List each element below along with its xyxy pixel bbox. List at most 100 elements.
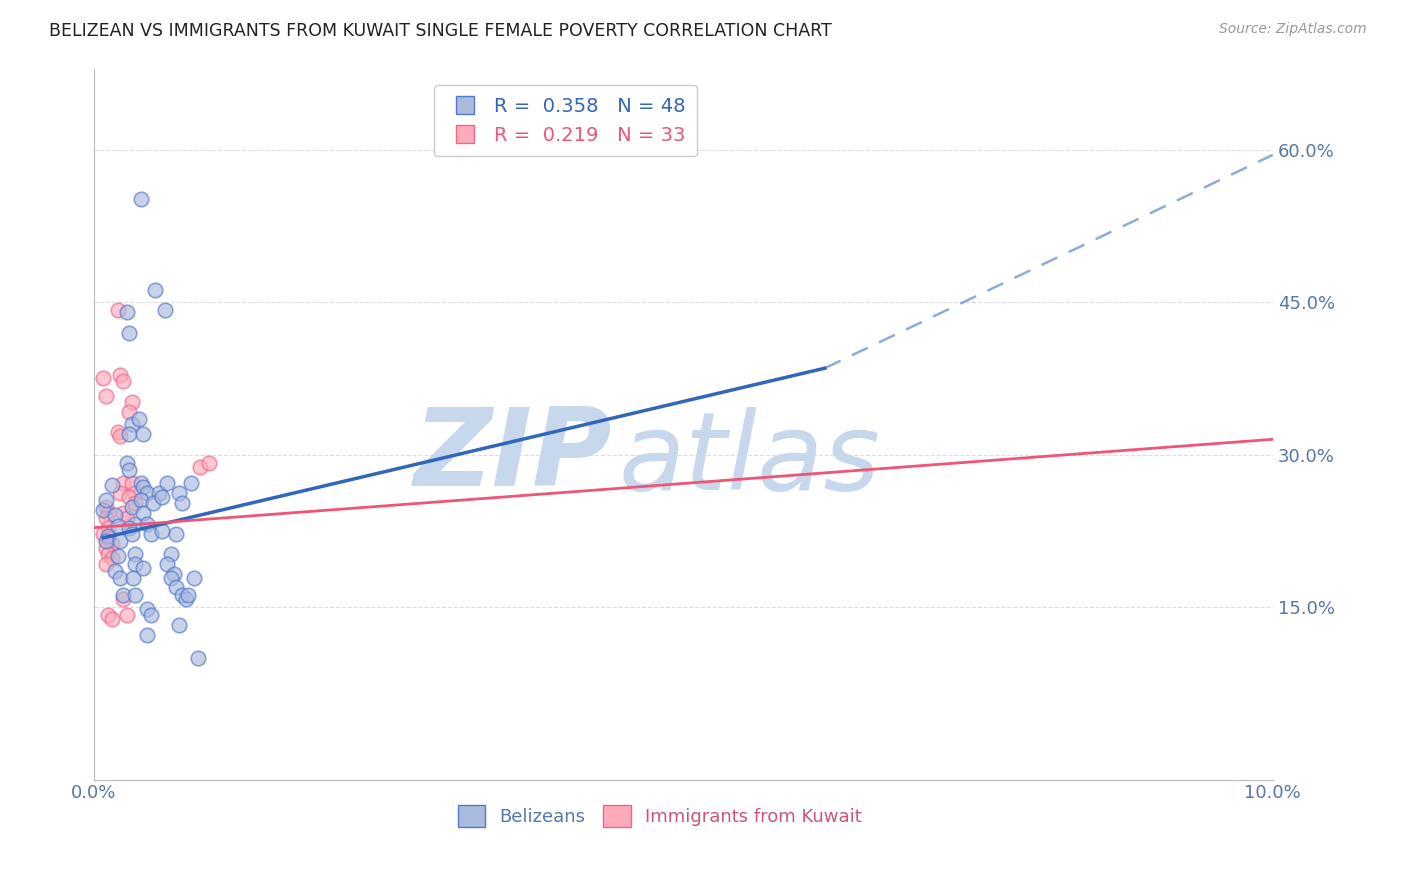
Point	[136, 602, 159, 616]
Point	[93, 526, 115, 541]
Point	[172, 588, 194, 602]
Point	[115, 510, 138, 524]
Point	[112, 591, 135, 606]
Point	[94, 541, 117, 555]
Point	[107, 303, 129, 318]
Point	[108, 429, 131, 443]
Point	[177, 588, 200, 602]
Point	[108, 486, 131, 500]
Point	[136, 628, 159, 642]
Text: ZIP: ZIP	[415, 403, 613, 509]
Point	[139, 608, 162, 623]
Point	[100, 478, 122, 492]
Point	[108, 368, 131, 383]
Point	[94, 558, 117, 572]
Point	[150, 524, 173, 538]
Point	[118, 490, 141, 504]
Point	[139, 526, 162, 541]
Point	[159, 547, 181, 561]
Point	[165, 526, 187, 541]
Point	[94, 389, 117, 403]
Point	[108, 533, 131, 548]
Point	[121, 475, 143, 490]
Point	[128, 412, 150, 426]
Point	[153, 303, 176, 318]
Point	[132, 427, 155, 442]
Point	[118, 463, 141, 477]
Text: atlas: atlas	[619, 407, 880, 512]
Point	[118, 405, 141, 419]
Point	[115, 608, 138, 623]
Point	[143, 283, 166, 297]
Point	[97, 529, 120, 543]
Point	[97, 531, 120, 545]
Point	[121, 500, 143, 515]
Point	[118, 326, 141, 340]
Point	[100, 537, 122, 551]
Point	[94, 510, 117, 524]
Point	[97, 507, 120, 521]
Point	[129, 493, 152, 508]
Point	[97, 547, 120, 561]
Point	[124, 558, 146, 572]
Point	[124, 588, 146, 602]
Point	[107, 518, 129, 533]
Point	[97, 521, 120, 535]
Point	[118, 521, 141, 535]
Point	[104, 508, 127, 523]
Point	[121, 572, 143, 586]
Point	[112, 375, 135, 389]
Point	[115, 456, 138, 470]
Point	[148, 486, 170, 500]
Point	[124, 486, 146, 500]
Point	[112, 475, 135, 490]
Point	[188, 459, 211, 474]
Point	[112, 588, 135, 602]
Point	[94, 533, 117, 548]
Point	[97, 608, 120, 623]
Point	[150, 490, 173, 504]
Point	[93, 503, 115, 517]
Point	[165, 580, 187, 594]
Point	[115, 305, 138, 319]
Point	[94, 493, 117, 508]
Point	[174, 591, 197, 606]
Point	[180, 475, 202, 490]
Point	[142, 496, 165, 510]
Point	[124, 496, 146, 510]
Text: Source: ZipAtlas.com: Source: ZipAtlas.com	[1219, 22, 1367, 37]
Point	[118, 427, 141, 442]
Point	[100, 612, 122, 626]
Point	[198, 456, 221, 470]
Point	[167, 618, 190, 632]
Point	[124, 547, 146, 561]
Point	[159, 572, 181, 586]
Point	[163, 567, 186, 582]
Point	[121, 526, 143, 541]
Point	[104, 565, 127, 579]
Point	[94, 500, 117, 515]
Point	[129, 192, 152, 206]
Point	[136, 516, 159, 531]
Point	[156, 475, 179, 490]
Point	[136, 486, 159, 500]
Text: BELIZEAN VS IMMIGRANTS FROM KUWAIT SINGLE FEMALE POVERTY CORRELATION CHART: BELIZEAN VS IMMIGRANTS FROM KUWAIT SINGL…	[49, 22, 832, 40]
Point	[100, 551, 122, 566]
Point	[107, 549, 129, 563]
Point	[112, 507, 135, 521]
Point	[107, 425, 129, 440]
Point	[121, 417, 143, 431]
Point	[132, 561, 155, 575]
Point	[183, 572, 205, 586]
Point	[172, 496, 194, 510]
Point	[156, 558, 179, 572]
Point	[129, 475, 152, 490]
Point	[132, 480, 155, 494]
Point	[187, 650, 209, 665]
Legend: Belizeans, Immigrants from Kuwait: Belizeans, Immigrants from Kuwait	[450, 798, 869, 835]
Point	[121, 394, 143, 409]
Point	[167, 486, 190, 500]
Point	[108, 572, 131, 586]
Point	[132, 507, 155, 521]
Point	[124, 516, 146, 531]
